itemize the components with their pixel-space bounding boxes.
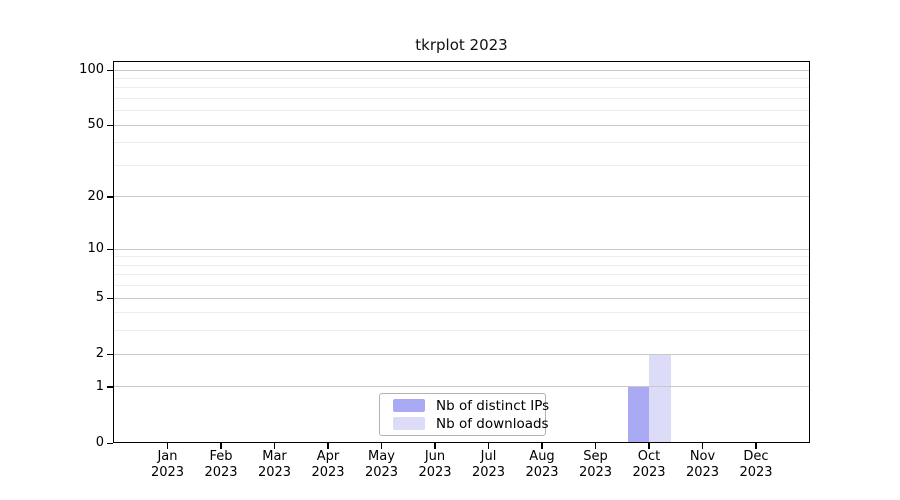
y-gridline-minor xyxy=(113,312,810,314)
y-gridline-minor xyxy=(113,274,810,276)
y-tick xyxy=(107,297,113,300)
y-gridline-minor xyxy=(113,264,810,266)
x-tick-year: 2023 xyxy=(739,464,773,480)
y-gridline-minor xyxy=(113,285,810,287)
legend-label-downloads: Nb of downloads xyxy=(436,415,549,432)
x-tick-label: Nov 2023 xyxy=(671,449,735,480)
x-tick-year: 2023 xyxy=(578,464,613,480)
y-tick-label: 20 xyxy=(87,188,104,204)
x-tick-year: 2023 xyxy=(150,464,185,480)
y-gridline-minor xyxy=(113,110,810,112)
x-tick-year: 2023 xyxy=(471,464,506,480)
plot-area: Nb of distinct IPs Nb of downloads xyxy=(113,61,810,443)
legend-swatch-downloads xyxy=(393,417,425,430)
x-tick-label: Aug 2023 xyxy=(510,449,574,480)
x-tick-label: Oct 2023 xyxy=(617,449,681,480)
x-tick-month: Aug xyxy=(529,449,555,464)
y-tick-label: 2 xyxy=(95,346,104,362)
x-tick-year: 2023 xyxy=(257,464,292,480)
y-gridline-major xyxy=(113,297,810,299)
x-tick-label: Dec 2023 xyxy=(724,449,788,480)
y-tick-label: 100 xyxy=(79,62,104,77)
chart-title: tkrplot 2023 xyxy=(415,36,508,54)
x-tick-month: Oct xyxy=(637,449,661,464)
y-gridline-minor xyxy=(113,164,810,166)
x-tick-month: Dec xyxy=(743,449,769,464)
x-tick-label: Feb 2023 xyxy=(189,449,253,480)
x-tick-month: Sep xyxy=(583,449,608,464)
x-tick-label: Mar 2023 xyxy=(243,449,307,480)
bar-downloads xyxy=(649,354,671,443)
y-tick xyxy=(107,124,113,127)
x-tick-month: Nov xyxy=(689,449,716,464)
y-tick xyxy=(107,353,113,356)
y-tick-label: 1 xyxy=(95,378,104,394)
x-tick-year: 2023 xyxy=(364,464,399,480)
x-tick-label: Apr 2023 xyxy=(296,449,360,480)
y-gridline-minor xyxy=(113,87,810,89)
x-tick xyxy=(166,443,169,449)
x-tick xyxy=(273,443,276,449)
x-tick-label: Jul 2023 xyxy=(457,449,521,480)
x-tick-year: 2023 xyxy=(204,464,238,480)
y-gridline-minor xyxy=(113,142,810,144)
legend-item-distinct-ips: Nb of distinct IPs xyxy=(393,399,549,413)
y-gridline-minor xyxy=(113,330,810,332)
x-tick-month: May xyxy=(368,449,395,464)
x-tick-year: 2023 xyxy=(525,464,559,480)
x-tick-year: 2023 xyxy=(418,464,452,480)
x-tick xyxy=(648,443,650,449)
y-gridline-major xyxy=(113,69,810,71)
bars-layer xyxy=(113,61,810,443)
x-tick xyxy=(701,443,704,449)
x-tick-month: Apr xyxy=(316,449,340,464)
x-tick-month: Jan xyxy=(157,449,178,464)
x-tick xyxy=(594,443,597,449)
x-tick-label: Jun 2023 xyxy=(403,449,467,480)
y-tick-label: 0 xyxy=(95,435,104,450)
x-tick-month: Feb xyxy=(209,449,233,464)
legend: Nb of distinct IPs Nb of downloads xyxy=(379,393,549,436)
y-tick xyxy=(107,386,113,388)
x-tick-label: May 2023 xyxy=(350,449,414,480)
x-tick xyxy=(327,443,329,449)
y-tick xyxy=(107,69,113,71)
y-gridline-minor xyxy=(113,97,810,99)
x-tick xyxy=(220,443,222,449)
y-gridline-minor xyxy=(113,77,810,79)
x-tick xyxy=(755,443,757,449)
x-tick-year: 2023 xyxy=(685,464,720,480)
x-tick-month: Mar xyxy=(262,449,287,464)
x-tick-label: Sep 2023 xyxy=(564,449,628,480)
x-tick-year: 2023 xyxy=(632,464,666,480)
y-gridline-major xyxy=(113,124,810,126)
x-tick xyxy=(434,443,436,449)
y-gridline-major xyxy=(113,248,810,250)
y-gridline-major xyxy=(113,386,810,388)
legend-label-distinct-ips: Nb of distinct IPs xyxy=(436,397,550,414)
legend-item-downloads: Nb of downloads xyxy=(393,417,549,431)
legend-swatch-distinct-ips xyxy=(393,399,425,412)
y-tick-label: 50 xyxy=(87,117,104,133)
x-tick-year: 2023 xyxy=(311,464,345,480)
x-tick-label: Jan 2023 xyxy=(136,449,200,480)
gridlines-layer xyxy=(113,61,810,443)
x-tick xyxy=(541,443,543,449)
y-gridline-major xyxy=(113,196,810,198)
y-tick xyxy=(107,196,113,198)
x-tick xyxy=(487,443,490,449)
y-tick xyxy=(107,442,113,444)
x-tick-month: Jul xyxy=(480,449,497,464)
y-tick-label: 5 xyxy=(95,290,104,306)
x-tick-month: Jun xyxy=(424,449,446,464)
y-gridline-major xyxy=(113,353,810,355)
y-tick xyxy=(107,248,113,251)
bar-distinct-ips xyxy=(627,386,649,443)
x-tick xyxy=(380,443,383,449)
y-tick-label: 10 xyxy=(87,241,104,257)
y-gridline-minor xyxy=(113,256,810,258)
